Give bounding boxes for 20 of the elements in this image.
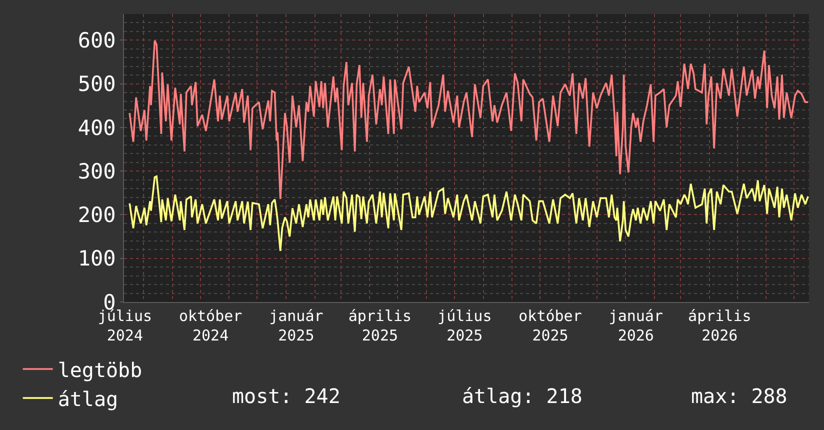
text: most: 242 — [232, 384, 340, 408]
legend-label: legtöbb — [58, 358, 142, 382]
text: max: 288 — [691, 384, 788, 408]
y-tick-label: 600 — [78, 28, 116, 53]
x-tick-label: április 2026 — [688, 307, 752, 344]
y-tick-label: 500 — [78, 72, 116, 96]
line-series — [128, 40, 809, 200]
x-tick-label: január 2025 — [269, 307, 324, 344]
x-tick-label: október 2024 — [178, 307, 242, 344]
x-tick-label: október 2025 — [518, 307, 582, 344]
x-tick-label: január 2026 — [608, 307, 663, 344]
y-tick-label: 100 — [78, 246, 116, 271]
x-tick-label: július 2025 — [438, 307, 492, 344]
y-tick-label: 300 — [78, 159, 116, 184]
legend-label: átlag — [58, 386, 118, 411]
text: átlag: 218 — [462, 384, 582, 408]
y-tick-label: 200 — [78, 203, 116, 228]
x-tick-label: április 2025 — [348, 307, 412, 344]
line-series — [128, 175, 809, 252]
y-tick-label: 400 — [78, 116, 116, 140]
